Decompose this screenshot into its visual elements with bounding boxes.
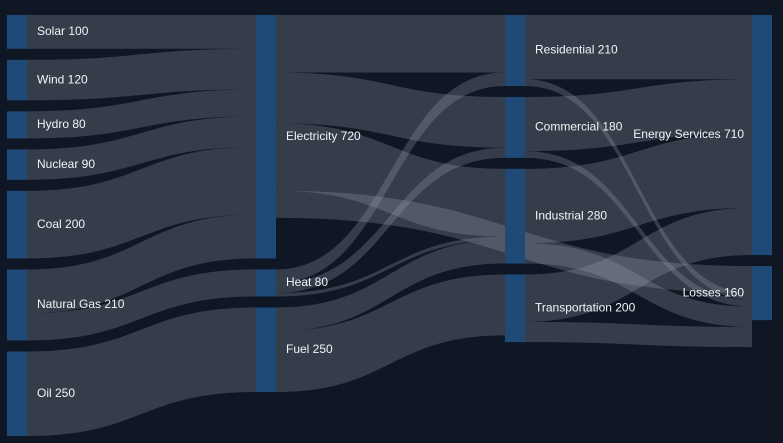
node-label-nuclear: Nuclear 90 <box>37 157 95 171</box>
link-electricity-to-residential[interactable] <box>276 15 505 73</box>
link-oil-to-fuel[interactable] <box>27 307 256 436</box>
link-heat-to-commercial[interactable] <box>276 147 505 294</box>
link-nuclear-to-electricity[interactable] <box>27 116 256 180</box>
node-label-electricity: Electricity 720 <box>286 129 361 143</box>
node-wind[interactable] <box>7 59 27 101</box>
node-heat[interactable] <box>256 269 276 297</box>
links-layer <box>27 15 752 436</box>
node-label-hydro: Hydro 80 <box>37 117 86 131</box>
link-electricity-to-commercial[interactable] <box>276 72 505 148</box>
node-industrial[interactable] <box>505 168 525 264</box>
link-natural-gas-to-heat[interactable] <box>27 269 256 341</box>
node-solar[interactable] <box>7 15 27 49</box>
node-oil[interactable] <box>7 351 27 436</box>
node-electricity[interactable] <box>256 15 276 259</box>
node-label-natural-gas: Natural Gas 210 <box>37 297 125 311</box>
link-fuel-to-industrial[interactable] <box>276 239 505 332</box>
node-hydro[interactable] <box>7 111 27 139</box>
node-label-wind: Wind 120 <box>37 72 88 86</box>
link-heat-to-industrial[interactable] <box>276 236 505 297</box>
link-transportation-to-losses[interactable] <box>525 321 752 348</box>
link-wind-to-electricity[interactable] <box>27 48 256 101</box>
link-heat-to-residential[interactable] <box>276 72 505 283</box>
node-label-residential: Residential 210 <box>535 43 618 57</box>
link-coal-to-electricity[interactable] <box>27 146 256 259</box>
link-commercial-to-energy-services[interactable] <box>525 79 752 152</box>
node-label-oil: Oil 250 <box>37 386 75 400</box>
node-losses[interactable] <box>752 266 772 321</box>
node-label-energy-services: Energy Services 710 <box>633 127 744 141</box>
node-residential[interactable] <box>505 15 525 86</box>
node-label-fuel: Fuel 250 <box>286 342 333 356</box>
link-hydro-to-electricity[interactable] <box>27 89 256 139</box>
node-nuclear[interactable] <box>7 149 27 180</box>
node-label-heat: Heat 80 <box>286 275 328 289</box>
link-commercial-to-losses[interactable] <box>525 151 752 307</box>
link-solar-to-electricity[interactable] <box>27 15 256 49</box>
link-natural-gas-to-electricity[interactable] <box>27 214 256 314</box>
link-industrial-to-energy-services[interactable] <box>525 133 752 244</box>
node-natural-gas[interactable] <box>7 269 27 341</box>
node-label-industrial: Industrial 280 <box>535 208 607 222</box>
node-label-coal: Coal 200 <box>37 217 85 231</box>
nodes-layer <box>7 15 772 436</box>
link-industrial-to-losses[interactable] <box>525 243 752 327</box>
node-label-transportation: Transportation 200 <box>535 301 636 315</box>
node-label-solar: Solar 100 <box>37 24 89 38</box>
node-commercial[interactable] <box>505 97 525 158</box>
node-fuel[interactable] <box>256 307 276 392</box>
labels-layer: Solar 100 Wind 120 Hydro 80 Nuclear 90 Coal … <box>37 24 744 400</box>
link-transportation-to-energy-services[interactable] <box>525 207 752 322</box>
node-label-losses: Losses 160 <box>683 285 745 299</box>
link-residential-to-losses[interactable] <box>525 79 752 300</box>
link-residential-to-energy-services[interactable] <box>525 15 752 80</box>
node-coal[interactable] <box>7 190 27 259</box>
node-transportation[interactable] <box>505 274 525 343</box>
node-label-commercial: Commercial 180 <box>535 120 623 134</box>
link-electricity-to-industrial[interactable] <box>276 123 505 237</box>
node-energy-services[interactable] <box>752 15 772 256</box>
link-fuel-to-transportation[interactable] <box>276 274 505 392</box>
